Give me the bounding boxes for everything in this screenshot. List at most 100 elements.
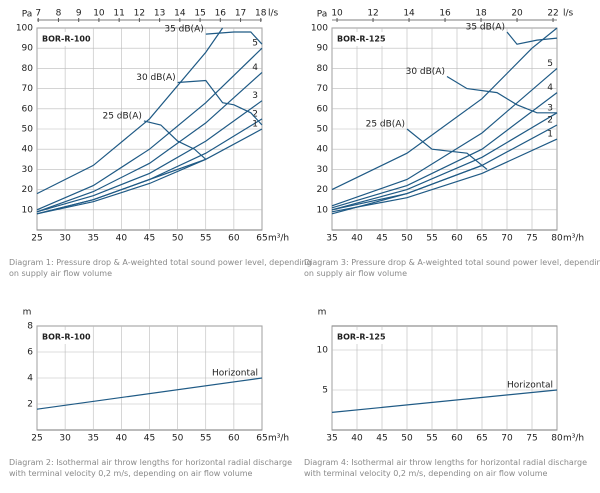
y-tick-label: 80 [22,64,34,74]
curve [36,377,263,410]
curve [506,31,558,45]
x-tick-label: 65 [476,434,487,444]
x-tick-label: 65 [256,434,267,444]
curve [406,128,488,170]
x-tick-label: 35 [88,434,99,444]
caption: Diagram 1: Pressure drop & A-weighted to… [9,258,312,278]
x-tick-label: 30 [59,234,71,244]
curve-label: 35 dB(A) [164,25,203,35]
box-label: BOR-R-125 [337,35,386,44]
y-tick-label: 4 [27,374,33,384]
box-bg [334,330,384,344]
x-tick-label: 50 [172,434,184,444]
x-tick-label: 45 [376,234,387,244]
y-tick-label: 8 [27,322,33,332]
box-bg [334,32,384,46]
caption: Diagram 2: Isothermal air throw lengths … [9,458,292,478]
y-tick-label: 80 [317,64,329,74]
x-tick-label: 25 [31,434,42,444]
y-tick-label: 60 [317,104,329,114]
x-tick-label: 35 [88,234,99,244]
caption: Diagram 4: Isothermal air throw lengths … [304,458,587,478]
x-tick-label: 60 [451,434,463,444]
caption: Diagram 3: Pressure drop & A-weighted to… [304,258,600,278]
x2-axis-label: l/s [563,9,574,19]
curve [36,71,263,213]
x2-tick-label: 14 [174,9,186,19]
x-tick-label: 40 [116,434,128,444]
curve [331,138,558,213]
x-tick-label: 50 [401,434,413,444]
x-axis-label: m³/h [268,234,289,244]
y-tick-label: 70 [22,84,34,94]
curve [331,389,558,413]
x-tick-label: 45 [376,434,387,444]
x-tick-label: 75 [526,234,537,244]
x2-tick-label: 22 [547,9,558,19]
x2-tick-label: 13 [154,9,165,19]
curve [36,128,263,215]
y-axis-label: Pa [22,10,33,20]
curve-label: 1 [547,130,553,140]
x-tick-label: 55 [426,434,437,444]
x-tick-label: 70 [501,434,513,444]
x2-tick-label: 12 [134,9,145,19]
x2-tick-label: 15 [194,9,205,19]
y-tick-label: 6 [27,348,33,358]
y-axis-label: m [318,308,327,318]
x-tick-label: 70 [501,234,513,244]
x2-tick-label: 7 [35,9,41,19]
curve-label: 5 [547,59,553,69]
x-tick-label: 50 [401,234,413,244]
curve-label: 30 dB(A) [406,67,445,77]
curve [446,75,557,114]
curve [205,31,263,45]
curve-label: 30 dB(A) [136,73,175,83]
x2-tick-label: 20 [511,9,523,19]
x-tick-label: 30 [59,434,71,444]
x-tick-label: 40 [351,434,363,444]
x-tick-label: 55 [426,234,437,244]
x2-tick-label: 12 [367,9,378,19]
x-tick-label: 35 [326,434,337,444]
x-tick-label: 35 [326,234,337,244]
y-tick-label: 30 [22,165,34,175]
x-axis-label: m³/h [563,434,584,444]
x2-tick-label: 10 [331,9,343,19]
y-tick-label: 90 [22,44,34,54]
box-label: BOR-R-125 [337,333,386,342]
y-tick-label: 40 [317,145,329,155]
x-tick-label: 60 [228,234,240,244]
curve-label: 25 dB(A) [366,120,405,130]
x2-tick-label: 8 [56,9,62,19]
curve [331,92,558,209]
y-tick-label: 2 [27,400,33,410]
x-tick-label: 40 [116,234,128,244]
x-tick-label: 45 [144,434,155,444]
curve-label: 3 [547,103,553,113]
x-tick-label: 55 [200,434,211,444]
y-tick-label: 60 [22,104,34,114]
x-tick-label: 65 [476,234,487,244]
y-tick-label: 50 [317,125,329,135]
y-tick-label: 20 [317,185,329,195]
x-tick-label: 50 [172,234,184,244]
curve-label: 4 [547,83,553,93]
x-tick-label: 75 [526,434,537,444]
curve-label: 25 dB(A) [102,111,141,121]
y-tick-label: 10 [22,205,34,215]
curve-label: Horizontal [212,369,258,379]
box-bg [39,330,89,344]
curve-label: 4 [252,63,258,73]
curve [331,27,558,191]
y-tick-label: 20 [22,185,34,195]
y-tick-label: 70 [317,84,329,94]
y-tick-label: 100 [16,24,33,34]
y-tick-label: 100 [311,24,328,34]
x-tick-label: 45 [144,234,155,244]
x-tick-label: 80 [551,434,563,444]
x2-tick-label: 10 [93,9,105,19]
x2-tick-label: 18 [255,9,267,19]
y-axis-label: m [23,308,32,318]
x-tick-label: 65 [256,234,267,244]
